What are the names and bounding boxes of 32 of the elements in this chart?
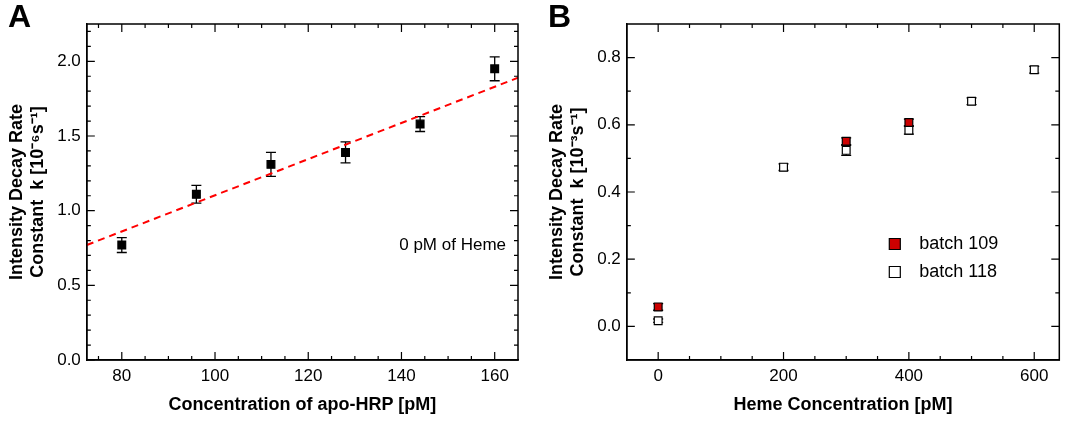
y-tick-label: 0.6 bbox=[597, 114, 621, 134]
point bbox=[191, 189, 201, 199]
y-tick-label: 0.0 bbox=[57, 349, 81, 369]
y-tick-label: 1.5 bbox=[57, 125, 81, 145]
y-tick-label: 0.0 bbox=[597, 316, 621, 336]
x-axis-title: Heme Concentration [pM] bbox=[733, 394, 953, 415]
legend-label: batch 118 bbox=[919, 260, 998, 281]
x-axis-title: Concentration of apo-HRP [pM] bbox=[168, 394, 437, 415]
x-tick-label: 200 bbox=[769, 365, 798, 385]
x-tick-label: 100 bbox=[200, 365, 230, 385]
annotation: 0 pM of Heme bbox=[399, 235, 506, 255]
x-tick-label: 80 bbox=[112, 365, 132, 385]
y-tick-label: 0.2 bbox=[597, 248, 621, 268]
y-tick-label: 0.8 bbox=[597, 47, 621, 67]
chart-title: B bbox=[548, 0, 572, 34]
y-axis-title: Intensity Decay Rate Constant k [10⁻⁶s⁻¹] bbox=[5, 103, 48, 281]
point bbox=[341, 147, 351, 157]
x-tick-label: 600 bbox=[1020, 365, 1049, 385]
x-tick-label: 400 bbox=[894, 365, 924, 385]
legend-label: batch 109 bbox=[919, 232, 999, 253]
y-axis-title: Intensity Decay Rate Constant k [10⁻³s⁻¹] bbox=[545, 103, 588, 281]
x-tick-label: 120 bbox=[294, 365, 323, 385]
y-tick-label: 0.4 bbox=[597, 181, 621, 201]
point bbox=[266, 159, 276, 169]
chart-title: A bbox=[8, 0, 32, 34]
point bbox=[490, 64, 500, 74]
y-tick-label: 0.5 bbox=[57, 275, 81, 295]
y-tick-label: 2.0 bbox=[57, 51, 81, 71]
x-tick-label: 160 bbox=[480, 365, 509, 385]
x-tick-label: 140 bbox=[387, 365, 416, 385]
x-tick-label: 0 bbox=[653, 365, 663, 385]
y-tick-label: 1.0 bbox=[57, 200, 81, 220]
